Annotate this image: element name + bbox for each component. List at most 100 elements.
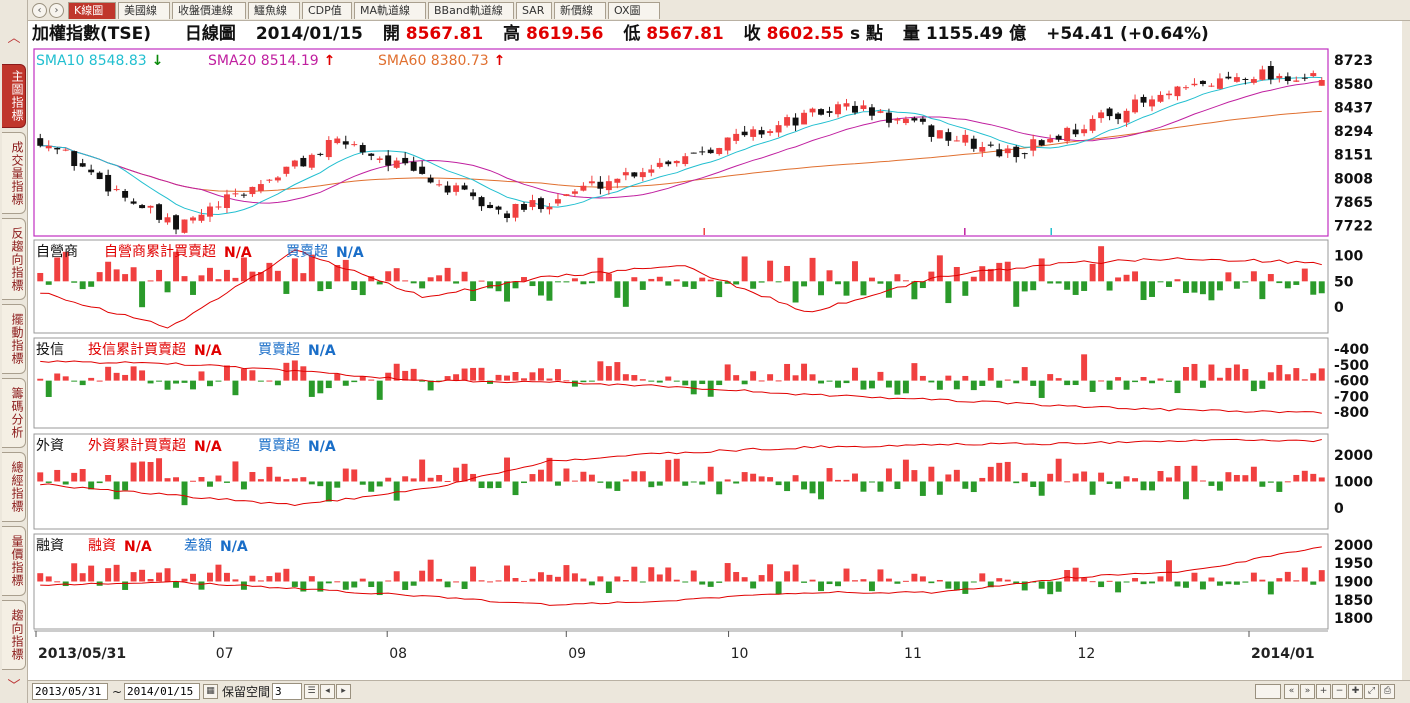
flow-bar [291,581,298,587]
scroll-right-icon[interactable]: ▸ [336,684,351,699]
candle-body [96,172,103,180]
zoom-in-icon[interactable]: + [1316,684,1331,699]
flow-bar [809,481,816,494]
left-tab-7[interactable]: 趨向指標 [2,600,26,670]
flow-bar [300,581,307,592]
flow-bar [911,281,918,300]
flow-bar [707,279,714,282]
flow-bar [546,281,553,301]
candle-body [147,205,154,208]
flow-bar [453,467,460,482]
flow-bar [784,481,791,492]
flow-bar [368,481,375,492]
flow-bar [818,481,825,500]
candle-body [1072,129,1079,135]
tab-9[interactable]: OX圖 [608,2,660,19]
left-tab-0[interactable]: 主圖指標 [2,64,26,128]
candle-body [334,138,341,144]
flow-bar [334,581,341,583]
tab-8[interactable]: 新價線 [554,2,606,19]
flow-bar [1233,474,1240,482]
flow-bar [707,581,714,587]
flow-bar [342,380,349,386]
flow-bar [291,478,298,482]
cum-legend-value: N/A [124,539,152,555]
fit-icon[interactable]: ⤢ [1364,684,1379,699]
flow-bar [1106,380,1113,390]
flow-bar [122,481,129,491]
high-label: 高 [503,24,521,44]
scroll-up-arrow-icon[interactable]: ︿ [7,31,21,46]
reserve-space-input[interactable]: 3 [272,683,302,700]
tab-5[interactable]: MA軌道線 [354,2,426,19]
flow-bar [597,361,604,381]
flow-bar [113,481,120,500]
h-scroll-thumb[interactable] [1255,684,1281,699]
tab-2[interactable]: 收盤價連線 [172,2,246,19]
open-value: 8567.81 [405,24,484,44]
tab-1[interactable]: 美國線 [118,2,170,19]
candle-body [79,163,86,167]
crosshair-icon[interactable]: ✚ [1348,684,1363,699]
flow-bar [444,480,451,482]
stock-chart-area[interactable]: 8723 8580 8437 8294 8151 8008 7865 7722 SMA10 85… [28,46,1410,682]
flow-bar [852,473,858,482]
candle-body [801,112,808,125]
nav-last-icon[interactable]: » [1300,684,1315,699]
candle-body [1055,135,1062,140]
flow-bar [334,264,341,282]
cum-legend-value: N/A [194,439,222,455]
main-chart-frame [33,48,1329,237]
candle-body [368,153,375,156]
print-icon[interactable]: ⎙ [1380,684,1395,699]
flow-bar [325,481,332,502]
left-tab-1[interactable]: 成交量指標 [2,132,26,214]
tab-prev-icon[interactable]: ‹ [32,3,47,18]
left-tab-4[interactable]: 籌碼分析 [2,378,26,448]
tab-0[interactable]: K線圖 [68,2,116,19]
flow-bar [690,481,697,483]
right-scrollbar[interactable] [1402,21,1410,680]
flow-bar [181,578,188,582]
flow-bar [665,567,672,582]
left-tab-3[interactable]: 擺動指標 [2,304,26,374]
candle-body [750,129,757,137]
flow-bar [300,366,307,381]
scroll-left-icon[interactable]: ◂ [320,684,335,699]
flow-bar [385,580,392,582]
tab-4[interactable]: CDP值 [302,2,352,19]
left-tab-5[interactable]: 總經指標 [2,452,26,522]
flow-bar [37,573,44,582]
scroll-down-arrow-icon[interactable]: ﹀ [7,679,21,694]
end-date-input[interactable]: 2014/01/15 [124,683,200,700]
flow-bar [784,265,791,282]
flow-bar [1174,279,1181,282]
flow-bar [325,581,332,584]
candle-body [614,178,621,183]
nav-first-icon[interactable]: « [1284,684,1299,699]
flow-bar [147,462,154,482]
flow-bar [987,466,994,482]
tab-7[interactable]: SAR [516,2,552,19]
flow-bar [504,457,510,482]
left-tab-2[interactable]: 反趨向指標 [2,218,26,300]
tab-next-icon[interactable]: › [49,3,64,18]
tab-6[interactable]: BBand軌道線 [428,2,514,19]
flow-bar [1225,472,1232,482]
flow-bar [130,366,137,381]
flow-bar [987,368,994,381]
flow-bar [962,481,969,489]
zoom-out-icon[interactable]: − [1332,684,1347,699]
flow-bar [223,481,230,483]
tab-3[interactable]: 鱷魚線 [248,2,300,19]
start-date-input[interactable]: 2013/05/31 [32,683,108,700]
flow-bar [835,581,841,587]
candle-body [970,138,977,149]
flow-bar [300,273,307,282]
flow-bar [351,380,358,383]
flow-bar [945,474,952,482]
settings-icon[interactable]: ☰ [304,684,319,699]
left-tab-6[interactable]: 量價指標 [2,526,26,596]
calendar-icon[interactable]: ▦ [203,684,218,699]
flow-bar [554,369,561,381]
